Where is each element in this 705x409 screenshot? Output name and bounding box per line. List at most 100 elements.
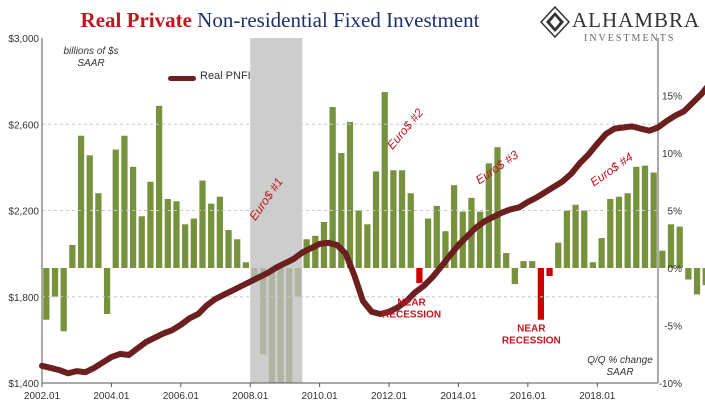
bar [199,180,206,268]
bar [494,147,501,268]
bar [633,166,640,268]
right-tick-label: -10% [659,379,682,390]
bar [442,231,449,268]
left-tick-label: $2,200 [8,207,39,218]
right-tick-label: 5% [668,207,683,218]
bar [329,107,336,268]
bar [129,166,137,268]
bar [685,268,692,280]
near-recession-label: RECESSION [502,335,561,346]
x-tick-label: 2002.01 [24,391,61,402]
title-part-2: Non-residential Fixed Investment [197,8,480,32]
pnfi-line [39,84,705,377]
bar [398,170,406,268]
legend-line-swatch [168,76,196,81]
bar [693,268,701,295]
near-recession-label: RECESSION [382,309,441,320]
bar [338,153,345,268]
bar [372,171,380,268]
bar [173,201,180,268]
euro-annotation: Euro$ #2 [384,105,426,152]
bar [390,170,397,268]
near-recession-label: NEAR [397,297,426,308]
x-tick-label: 2014.01 [440,391,477,402]
x-tick-label: 2012.01 [371,391,408,402]
highlighted-bar [546,268,553,277]
bar [346,121,354,268]
bar [182,224,189,268]
bar [407,193,414,268]
bar [190,218,197,268]
highlighted-bar [537,268,544,320]
bar [86,155,93,268]
right-tick-label: 10% [662,149,682,160]
bar [598,238,605,268]
bar [43,268,50,320]
bar [641,165,649,268]
right-tick-label: 0% [668,264,683,275]
bar [112,149,119,268]
chart-title: Real Private Non-residential Fixed Inves… [0,8,560,33]
bar [581,210,588,268]
legend-label: Real PNFI [200,70,251,82]
x-tick-label: 2010.01 [302,391,339,402]
bar [529,261,536,268]
bar [607,199,614,268]
bar [242,262,250,268]
bar [624,193,631,268]
highlighted-bar [416,268,423,283]
bar [77,135,85,268]
bar [60,268,67,332]
bar [572,204,579,268]
left-tick-label: $1,800 [8,293,39,304]
x-tick-label: 2018.01 [579,391,616,402]
bars-layer [43,92,705,383]
bar [520,261,527,268]
x-tick-label: 2006.01 [163,391,200,402]
left-tick-label: $3,000 [8,34,39,45]
bar [424,218,432,268]
bar [121,135,128,268]
bar [563,210,571,268]
near-recession-label: NEAR [517,323,546,334]
euro-annotation: Euro$ #4 [587,150,635,190]
bar [156,105,163,268]
bar [485,163,492,268]
bar [147,181,154,268]
bar [355,210,362,268]
right-axis-unit-label: Q/Q % change SAAR [587,355,653,378]
bar [676,226,683,268]
bar [381,92,388,268]
axes-layer: $1,400 $1,800 $2,200 $2,600 $3,000 -10% -5% 0% 5… [8,34,682,402]
bar [589,262,597,268]
bar [650,172,657,268]
bar [138,216,145,268]
alhambra-logo: ALHAMBRA INVESTMENTS [540,6,705,46]
bar [234,239,241,268]
bar [477,211,484,268]
bar [364,224,371,268]
bar [69,245,76,268]
bar [433,205,440,268]
bar [503,253,510,268]
bar [511,268,518,285]
right-tick-label: -5% [664,322,682,333]
bar [659,250,666,268]
bar [555,242,562,268]
x-tick-label: 2016.01 [510,391,547,402]
left-tick-label: $1,400 [8,379,39,390]
bar [615,196,623,268]
bar [208,203,215,268]
bar [225,230,232,268]
bar [51,268,59,297]
bar [450,185,458,268]
bar [667,224,675,268]
bar [216,196,223,268]
bar [164,199,171,268]
logo-subtitle: INVESTMENTS [584,33,676,44]
x-tick-label: 2008.01 [232,391,269,402]
left-axis-unit-label: billions of $s SAAR [63,46,119,69]
logo-name: ALHAMBRA [572,8,701,32]
bar [103,268,111,314]
